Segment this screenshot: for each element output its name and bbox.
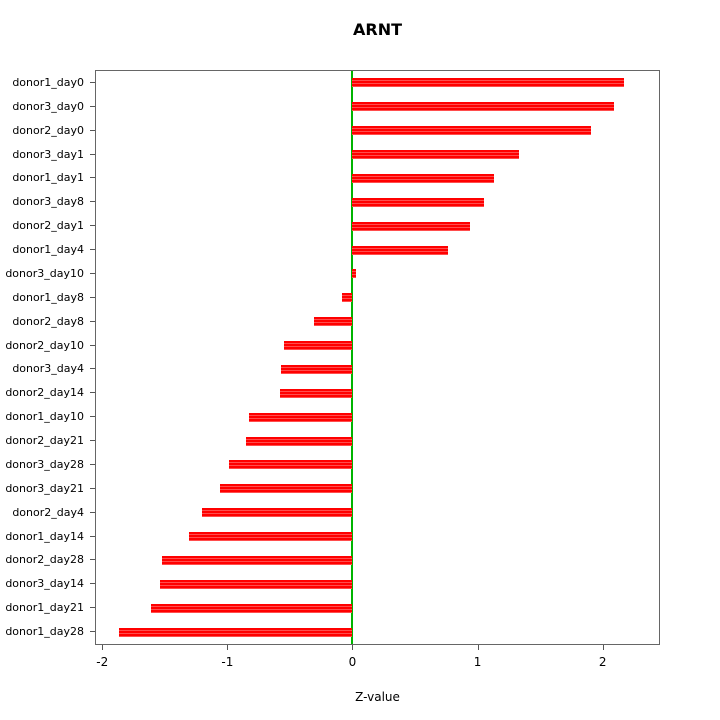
ytick-label: donor3_day28 <box>5 457 84 471</box>
xtick-label: 0 <box>348 655 357 669</box>
y-axis-tick <box>90 225 95 227</box>
xtick-label: 2 <box>598 655 607 669</box>
bar-donor1_day8 <box>342 293 353 303</box>
bar-donor2_day14 <box>279 388 353 398</box>
zero-reference-line <box>351 71 354 644</box>
bar-donor2_day4 <box>202 508 353 518</box>
bar-donor1_day0 <box>352 78 624 88</box>
bar-donor1_day14 <box>188 532 353 542</box>
bar-donor3_day21 <box>219 484 353 494</box>
x-axis-tick <box>602 645 604 650</box>
y-axis-tick <box>90 559 95 561</box>
bar-donor1_day4 <box>352 245 448 255</box>
y-axis-tick <box>90 511 95 513</box>
y-axis-tick <box>90 249 95 251</box>
y-axis-tick <box>90 392 95 394</box>
bar-donor2_day10 <box>283 341 353 351</box>
ytick-label: donor1_day21 <box>5 601 84 615</box>
x-axis-label: Z-value <box>355 690 400 704</box>
x-axis-tick <box>102 645 104 650</box>
y-axis-tick <box>90 416 95 418</box>
bar-donor1_day21 <box>151 603 353 613</box>
ytick-label: donor2_day14 <box>5 386 84 400</box>
ytick-label: donor3_day10 <box>5 266 84 280</box>
ytick-label: donor3_day0 <box>12 99 84 113</box>
chart-title: ARNT <box>352 20 402 39</box>
ytick-label: donor1_day8 <box>12 290 84 304</box>
bar-donor3_day4 <box>281 364 353 374</box>
x-axis-tick <box>352 645 354 650</box>
y-axis-tick <box>90 631 95 633</box>
xtick-label: 1 <box>473 655 482 669</box>
ytick-label: donor3_day8 <box>12 195 84 209</box>
ytick-label: donor1_day1 <box>12 171 84 185</box>
ytick-label: donor2_day0 <box>12 123 84 137</box>
ytick-label: donor2_day8 <box>12 314 84 328</box>
ytick-label: donor2_day21 <box>5 434 84 448</box>
bar-donor1_day10 <box>248 412 353 422</box>
ytick-label: donor3_day1 <box>12 147 84 161</box>
y-axis-tick <box>90 105 95 107</box>
y-axis-tick <box>90 487 95 489</box>
y-axis-tick <box>90 535 95 537</box>
bar-donor3_day10 <box>352 269 357 279</box>
y-axis-tick <box>90 440 95 442</box>
y-axis-tick <box>90 201 95 203</box>
ytick-label: donor1_day10 <box>5 410 84 424</box>
plot-area <box>95 70 660 645</box>
bar-donor2_day1 <box>352 221 471 231</box>
bar-donor2_day28 <box>162 555 353 565</box>
ytick-label: donor3_day4 <box>12 362 84 376</box>
ytick-label: donor2_day4 <box>12 505 84 519</box>
y-axis-tick <box>90 296 95 298</box>
y-axis-tick <box>90 272 95 274</box>
bar-donor3_day0 <box>352 102 614 112</box>
ytick-label: donor1_day14 <box>5 529 84 543</box>
y-axis-tick <box>90 153 95 155</box>
bar-donor1_day28 <box>118 627 353 637</box>
bar-donor2_day8 <box>313 317 353 327</box>
y-axis-tick <box>90 368 95 370</box>
ytick-label: donor2_day10 <box>5 338 84 352</box>
y-axis-tick <box>90 81 95 83</box>
y-axis-tick <box>90 344 95 346</box>
x-axis-tick <box>477 645 479 650</box>
bar-donor1_day1 <box>352 173 494 183</box>
ytick-label: donor1_day4 <box>12 243 84 257</box>
y-axis-tick <box>90 129 95 131</box>
x-axis-tick <box>227 645 229 650</box>
bar-donor2_day21 <box>246 436 353 446</box>
bar-donor3_day1 <box>352 150 519 160</box>
xtick-label: -1 <box>221 655 234 669</box>
bar-donor3_day14 <box>159 579 353 589</box>
bar-donor2_day0 <box>352 126 592 136</box>
ytick-label: donor3_day14 <box>5 577 84 591</box>
xtick-label: -2 <box>96 655 109 669</box>
y-axis-tick <box>90 320 95 322</box>
bar-donor3_day28 <box>228 460 353 470</box>
y-axis-tick <box>90 463 95 465</box>
ytick-label: donor3_day21 <box>5 481 84 495</box>
y-axis-tick <box>90 583 95 585</box>
y-axis-tick <box>90 177 95 179</box>
bar-donor3_day8 <box>352 197 484 207</box>
ytick-label: donor2_day1 <box>12 219 84 233</box>
ytick-label: donor1_day0 <box>12 75 84 89</box>
ytick-label: donor2_day28 <box>5 553 84 567</box>
ytick-label: donor1_day28 <box>5 625 84 639</box>
y-axis-tick <box>90 607 95 609</box>
